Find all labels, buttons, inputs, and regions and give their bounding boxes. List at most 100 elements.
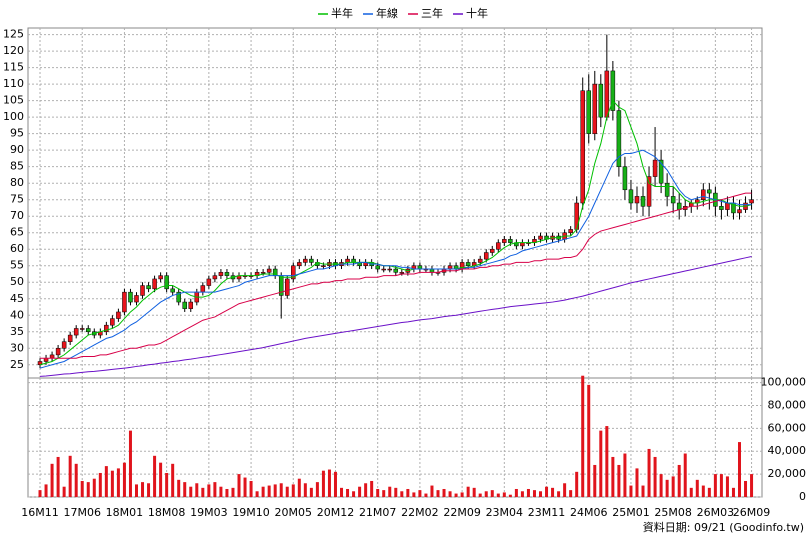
legend-label: 十年 — [466, 6, 488, 20]
x-tick-label: 20M12 — [317, 506, 355, 519]
volume-bar — [62, 486, 66, 497]
volume-bar — [315, 482, 319, 497]
volume-bar — [406, 488, 410, 497]
volume-bar — [737, 442, 741, 497]
source-note: 資料日期: 09/21 (Goodinfo.tw) — [643, 520, 804, 534]
y2-tick-label: 60,000 — [768, 421, 807, 434]
candle-body — [387, 268, 393, 271]
candle-body — [592, 83, 598, 134]
volume-bar — [279, 483, 283, 497]
ma-line — [39, 256, 752, 377]
volume-bar — [418, 490, 422, 497]
candle-body — [640, 196, 646, 207]
volume-bar — [430, 485, 434, 497]
y-tick-label: 25 — [10, 358, 24, 371]
candle-body — [212, 275, 218, 280]
volume-bar — [707, 487, 711, 497]
volume-bar — [719, 474, 723, 497]
volume-bar — [122, 462, 126, 497]
volume-bar — [44, 484, 48, 497]
candle-body — [604, 70, 610, 118]
y-tick-label: 105 — [3, 94, 24, 107]
candle-body — [477, 258, 483, 263]
volume-bar — [478, 493, 482, 497]
volume-bar — [98, 472, 102, 497]
volume-bar — [388, 486, 392, 497]
volume-bar — [225, 488, 229, 497]
candle-body — [725, 202, 730, 210]
volume-bar — [327, 469, 331, 497]
volume-bar — [677, 464, 681, 497]
candle-body — [67, 334, 73, 342]
x-tick-label: 21M07 — [359, 506, 397, 519]
candle-body — [182, 301, 187, 309]
volume-bar — [340, 487, 344, 497]
candle-body — [658, 159, 664, 184]
volume-bar — [526, 488, 530, 497]
candle-body — [664, 182, 670, 197]
volume-bar — [243, 477, 247, 497]
volume-bar — [219, 486, 223, 497]
volume-bar — [442, 488, 446, 497]
volume-bar — [617, 464, 621, 497]
volume-bar — [502, 492, 506, 497]
x-tick-label: 18M01 — [106, 506, 144, 519]
volume-bar — [382, 490, 386, 497]
y-tick-label: 115 — [3, 61, 24, 74]
candle-body — [646, 176, 652, 207]
ma-line — [40, 192, 752, 359]
candle-body — [158, 275, 163, 280]
candle-body — [188, 301, 194, 309]
candle-body — [496, 242, 501, 250]
y2-tick-label: 20,000 — [768, 467, 807, 480]
y-tick-label: 95 — [10, 127, 24, 140]
volume-bar — [370, 480, 374, 497]
volume-bar — [201, 487, 205, 497]
volume-bar — [472, 487, 476, 497]
volume-bar — [86, 482, 90, 497]
candle-body — [502, 239, 507, 243]
candle-body — [284, 278, 290, 296]
volume-bar — [261, 486, 265, 497]
volume-bar — [134, 484, 138, 497]
volume-bar — [460, 492, 464, 497]
volume-bar — [683, 453, 687, 497]
volume-bar — [358, 486, 362, 497]
volume-bar — [599, 430, 603, 497]
candle-body — [465, 262, 471, 266]
candle-body — [508, 239, 513, 243]
volume-bar — [321, 470, 325, 497]
volume-bar — [237, 474, 241, 497]
volume-bar — [581, 375, 585, 497]
candle-body — [568, 229, 573, 233]
candle-body — [586, 90, 591, 134]
volume-bar — [141, 482, 145, 497]
volume-bar — [303, 483, 307, 497]
volume-bar — [551, 487, 555, 497]
volume-bar — [671, 476, 675, 497]
y-tick-label: 50 — [10, 275, 24, 288]
volume-bar — [38, 490, 42, 497]
candle-body — [86, 328, 91, 333]
volume-bar — [333, 471, 337, 497]
x-tick-label: 20M05 — [275, 506, 313, 519]
y-tick-label: 60 — [10, 242, 24, 255]
volume-bar — [448, 491, 452, 497]
y2-tick-label: 80,000 — [768, 398, 807, 411]
volume-bar — [346, 488, 350, 497]
volume-bar — [352, 491, 356, 497]
volume-bar — [297, 478, 301, 497]
volume-bar — [50, 463, 54, 497]
candle-body — [297, 262, 302, 266]
candle-body — [170, 288, 175, 293]
x-tick-label: 26M09 — [733, 506, 771, 519]
volume-bar — [394, 487, 398, 497]
y-tick-label: 125 — [3, 28, 24, 41]
candle-body — [218, 272, 224, 276]
volume-bar — [701, 485, 705, 497]
candle-body — [122, 291, 127, 313]
x-tick-label: 17M06 — [63, 506, 101, 519]
candle-body — [134, 295, 139, 303]
candle-body — [538, 235, 543, 240]
